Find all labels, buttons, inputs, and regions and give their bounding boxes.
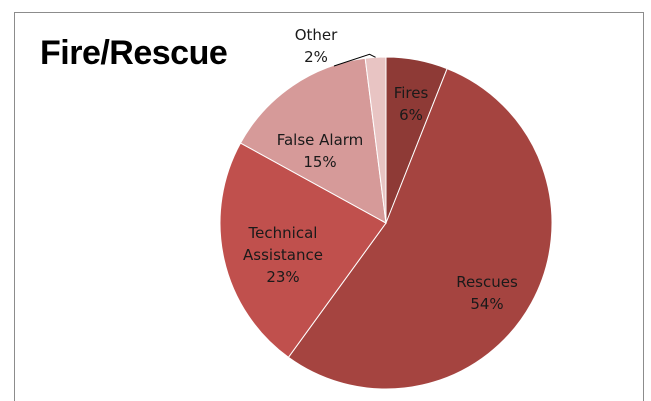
slice-label-false-alarm: False Alarm 15% xyxy=(277,131,364,171)
slice-label-technical-assistance: Technical Assistance 23% xyxy=(243,224,323,286)
slice-label-rescues: Rescues 54% xyxy=(456,273,518,313)
slice-other xyxy=(364,56,387,224)
slice-label-fires: Fires 6% xyxy=(394,84,429,124)
leader-line-other xyxy=(333,53,376,67)
slice-label-other: Other 2% xyxy=(295,26,338,66)
slice-technical-assistance xyxy=(219,142,387,358)
slice-rescues xyxy=(287,68,553,390)
slice-false-alarm xyxy=(239,57,387,224)
chart-title: Fire/Rescue xyxy=(40,34,228,72)
